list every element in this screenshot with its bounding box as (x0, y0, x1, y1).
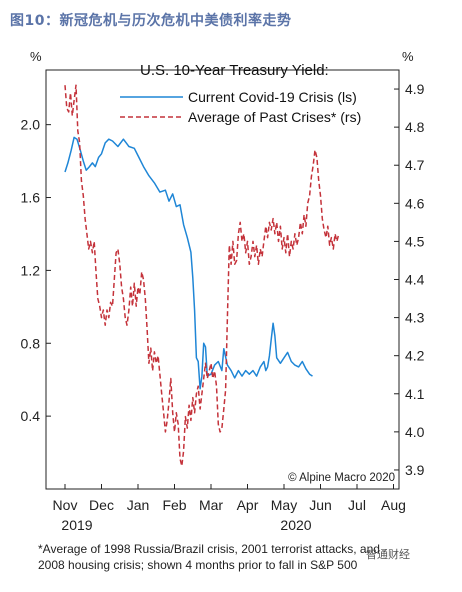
x-tick-label: Mar (199, 497, 223, 513)
right-tick-label: 4.3 (405, 310, 425, 326)
x-tick-label: Apr (237, 497, 259, 513)
series-layer (64, 84, 340, 467)
footnote-line-2: 2008 housing crisis; shown 4 months prio… (38, 558, 358, 572)
series-line-average (64, 84, 340, 467)
right-tick-label: 4.5 (405, 233, 425, 249)
left-tick-label: 1.6 (21, 190, 41, 206)
right-tick-label: 4.0 (405, 424, 425, 440)
right-tick-label: 3.9 (405, 462, 425, 478)
right-tick-label: 4.2 (405, 348, 425, 364)
x-tick-label: Aug (381, 497, 406, 513)
x-year-label: 2019 (61, 517, 92, 533)
right-axis-unit: % (402, 49, 414, 64)
right-tick-label: 4.7 (405, 157, 425, 173)
legend-label-current: Current Covid-19 Crisis (ls) (188, 89, 357, 105)
series-line-current (64, 136, 313, 390)
left-tick-label: 0.4 (21, 408, 41, 424)
x-tick-label: Jun (309, 497, 332, 513)
yield-chart: 0.4 0.8 1.2 1.6 2.0 3.9 4.0 4.1 4.2 4.3 4.4 4.5 4.6… (21, 49, 425, 533)
x-year-label: 2020 (280, 517, 311, 533)
x-tick-label: Jul (348, 497, 366, 513)
left-axis-ticks: 0.4 0.8 1.2 1.6 2.0 (21, 117, 51, 424)
left-tick-label: 2.0 (21, 117, 41, 133)
left-tick-label: 1.2 (21, 262, 41, 278)
right-axis-ticks: 3.9 4.0 4.1 4.2 4.3 4.4 4.5 4.6 4.7 4.8 4.9 (394, 81, 425, 478)
right-tick-label: 4.1 (405, 386, 425, 402)
x-tick-label: May (271, 497, 297, 513)
right-tick-label: 4.4 (405, 272, 425, 288)
footnote-line-1: *Average of 1998 Russia/Brazil crisis, 2… (38, 542, 380, 556)
right-tick-label: 4.8 (405, 119, 425, 135)
chart-title: U.S. 10-Year Treasury Yield: (140, 62, 329, 79)
left-axis-unit: % (30, 49, 42, 64)
right-tick-label: 4.9 (405, 81, 425, 97)
legend-label-average: Average of Past Crises* (rs) (188, 109, 361, 125)
x-tick-label: Feb (162, 497, 186, 513)
figure-title: 图10：新冠危机与历次危机中美债利率走势 (10, 13, 292, 29)
x-tick-label: Dec (89, 497, 114, 513)
x-tick-label: Nov (53, 497, 78, 513)
watermark: 智通财经 (366, 548, 410, 561)
chart-credit: © Alpine Macro 2020 (288, 472, 395, 484)
right-tick-label: 4.6 (405, 195, 425, 211)
x-axis-ticks: Nov Dec Jan Feb Mar Apr May Jun Jul Aug 2019 2020 (53, 484, 406, 533)
footnote: *Average of 1998 Russia/Brazil crisis, 2… (38, 541, 456, 573)
x-tick-label: Jan (127, 497, 150, 513)
left-tick-label: 0.8 (21, 335, 41, 351)
